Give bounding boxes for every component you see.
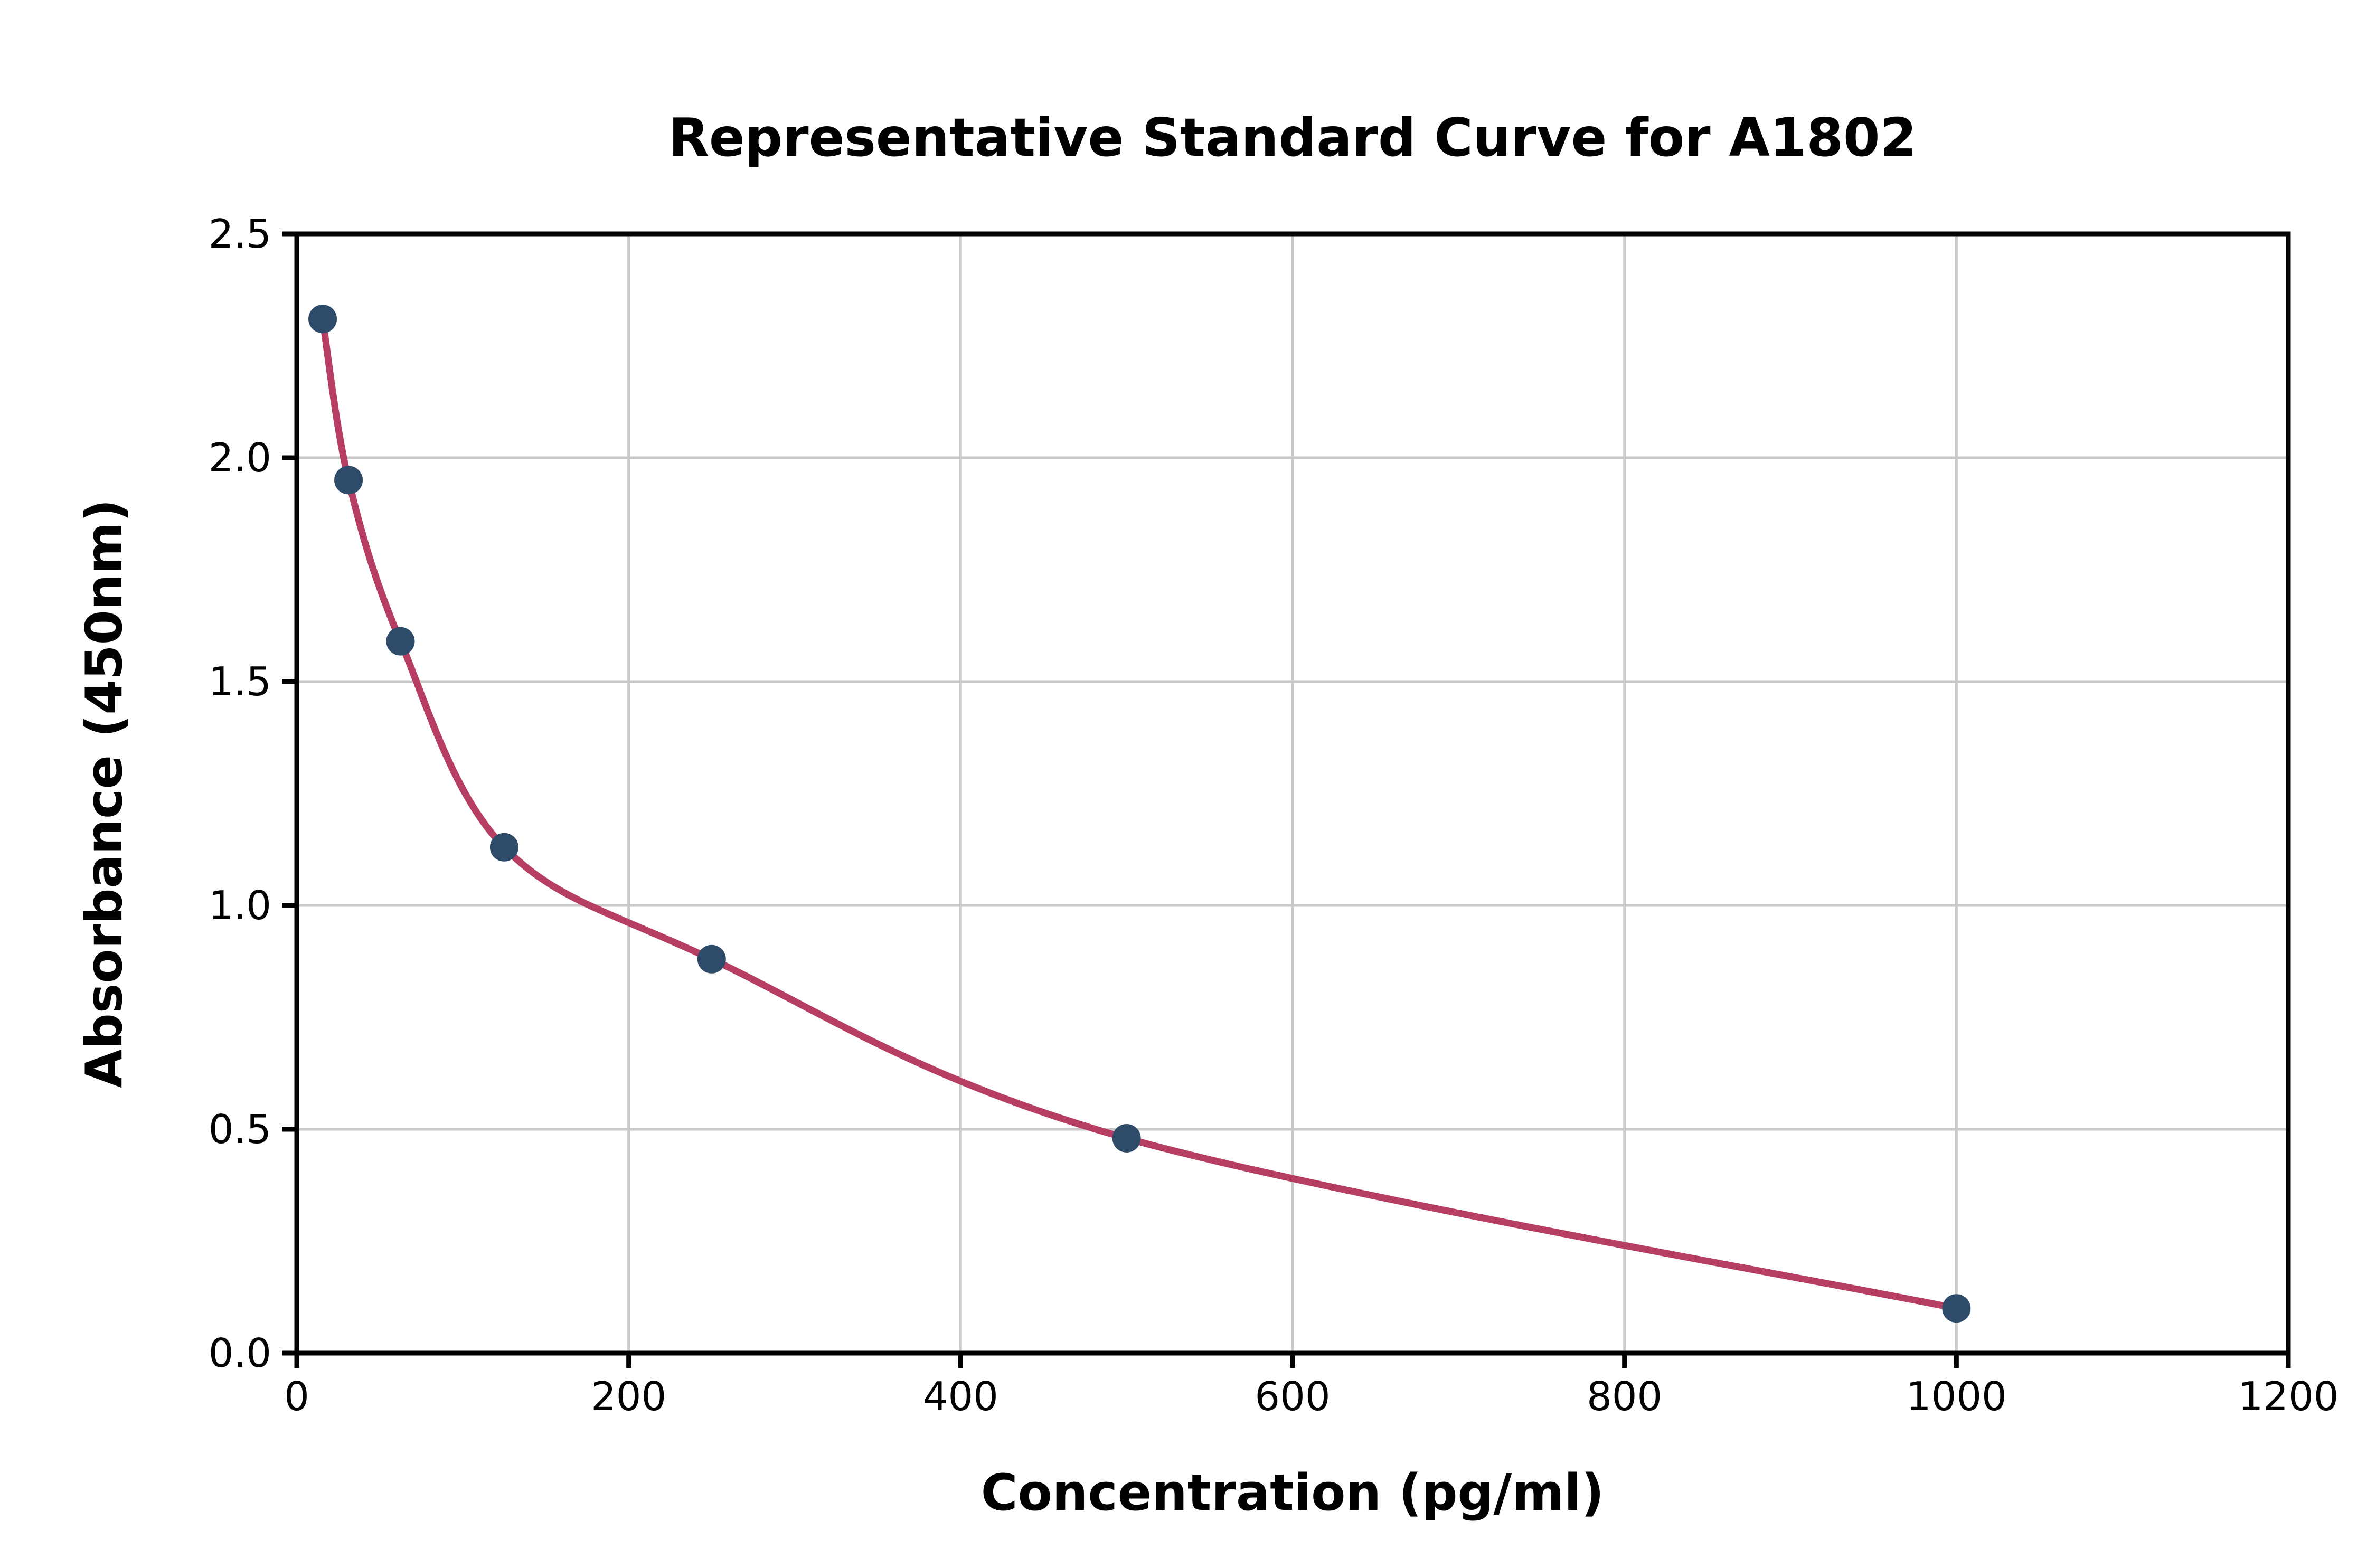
plot-border	[294, 231, 2291, 1356]
data-point	[489, 833, 518, 862]
x-tick-label: 600	[1255, 1373, 1330, 1420]
x-axis-label: Concentration (pg/ml)	[981, 1464, 1604, 1522]
x-tick-label: 1200	[2238, 1373, 2339, 1420]
chart-title: Representative Standard Curve for A1802	[668, 107, 1917, 168]
fit-curve	[319, 315, 1960, 1312]
y-tick-label: 1.5	[209, 658, 271, 705]
data-point	[308, 305, 337, 334]
y-axis-label: Absorbance (450nm)	[76, 499, 134, 1088]
data-point	[697, 944, 726, 974]
y-tick-label: 1.0	[209, 882, 271, 929]
y-tick-label: 0.0	[209, 1330, 271, 1376]
data-point	[1112, 1123, 1141, 1153]
plot-area: 0 200 400 600 800 1000 1200 0.0 0.5 1.0 1.5 2.0 2.5	[209, 211, 2339, 1420]
x-tick-label: 800	[1587, 1373, 1662, 1420]
y-tick-label: 2.0	[209, 434, 271, 481]
x-tick-label: 0	[284, 1373, 309, 1420]
x-tick-label: 200	[591, 1373, 666, 1420]
y-tick-label: 2.5	[209, 211, 271, 257]
y-tick-label: 0.5	[209, 1106, 271, 1153]
x-tick-label: 400	[923, 1373, 998, 1420]
data-point	[1942, 1294, 1971, 1323]
x-tick-label: 1000	[1906, 1373, 2007, 1420]
data-point	[334, 466, 363, 495]
data-point	[386, 627, 415, 656]
